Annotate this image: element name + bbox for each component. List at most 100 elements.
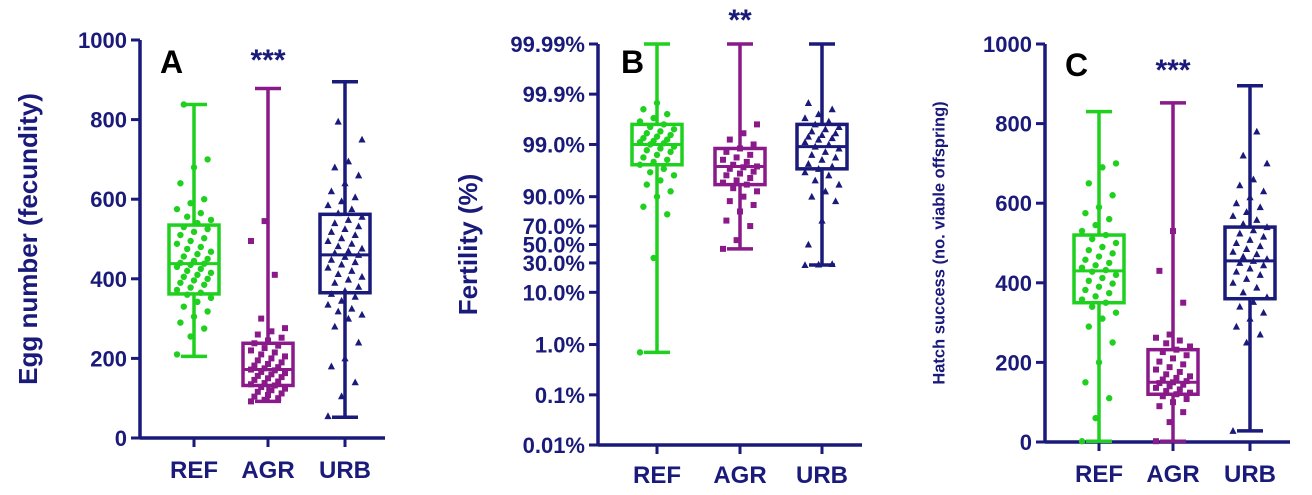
data-point [667, 188, 673, 194]
data-point [355, 222, 362, 229]
data-point [737, 171, 743, 177]
data-point [262, 218, 268, 224]
data-point [204, 156, 210, 162]
data-point [1180, 300, 1186, 306]
data-point [1082, 379, 1088, 385]
data-point [1103, 232, 1109, 238]
data-point [730, 185, 736, 191]
data-point [720, 180, 726, 186]
data-point [1082, 210, 1088, 216]
data-point [805, 160, 812, 167]
data-point [723, 172, 729, 178]
data-point [1246, 236, 1253, 243]
data-point [324, 237, 331, 244]
data-point [1257, 331, 1264, 338]
data-point [805, 99, 812, 106]
data-point [265, 361, 271, 367]
data-point [282, 370, 288, 376]
data-point [1092, 262, 1098, 268]
data-point [818, 217, 825, 224]
box-agr [1148, 103, 1198, 444]
y-tick-label: 1000 [78, 28, 127, 53]
data-point [1177, 338, 1183, 344]
panel-letter: B [621, 44, 644, 80]
x-tick-label: AGR [1146, 461, 1199, 488]
data-point [734, 237, 740, 243]
data-point [352, 193, 359, 200]
data-point [191, 313, 197, 319]
data-point [1153, 438, 1159, 444]
y-tick-label: 0.1% [535, 383, 585, 408]
data-point [1109, 192, 1115, 198]
data-point [747, 175, 753, 181]
data-point [825, 118, 832, 125]
data-point [1246, 265, 1253, 272]
data-point [1160, 393, 1166, 399]
data-point [637, 349, 643, 355]
box-agr [243, 89, 293, 405]
data-point [1106, 216, 1112, 222]
data-point [338, 261, 345, 268]
data-point [198, 290, 204, 296]
data-point [331, 249, 338, 256]
data-point [1156, 403, 1162, 409]
significance-stars: ** [728, 4, 752, 37]
data-point [1187, 343, 1193, 349]
data-point [352, 231, 359, 238]
data-point [191, 229, 197, 235]
data-point [1187, 390, 1193, 396]
data-point [331, 279, 338, 286]
data-point [754, 188, 760, 194]
data-point [1229, 212, 1236, 219]
data-point [1233, 323, 1240, 330]
data-point [1229, 279, 1236, 286]
data-point [832, 154, 839, 161]
data-point [1260, 233, 1267, 240]
data-point [818, 156, 825, 163]
data-point [671, 143, 677, 149]
data-point [664, 111, 670, 117]
data-point [1263, 255, 1270, 262]
data-point [1086, 180, 1092, 186]
data-point [1106, 395, 1112, 401]
data-point [1253, 216, 1260, 223]
data-point [1240, 289, 1247, 296]
data-point [251, 363, 257, 369]
significance-stars: *** [1155, 54, 1190, 87]
data-point [335, 270, 342, 277]
data-point [1257, 271, 1264, 278]
data-point [1160, 349, 1166, 355]
data-point [737, 208, 743, 214]
data-point [1156, 359, 1162, 365]
data-point [184, 214, 190, 220]
data-point [352, 378, 359, 385]
data-point [187, 284, 193, 290]
data-point [345, 216, 352, 223]
data-point [324, 201, 331, 208]
data-point [730, 162, 736, 168]
data-point [1079, 438, 1085, 444]
data-point [1229, 427, 1236, 434]
data-point [1180, 409, 1186, 415]
data-point [275, 343, 281, 349]
box-urb [797, 44, 847, 268]
data-point [1233, 199, 1240, 206]
data-point [1096, 284, 1102, 290]
y-tick-label: 400 [90, 267, 127, 292]
data-point [1079, 264, 1085, 270]
data-point [177, 232, 183, 238]
data-point [328, 256, 335, 263]
data-point [248, 238, 254, 244]
data-point [177, 260, 183, 266]
data-point [832, 129, 839, 136]
data-point [647, 169, 653, 175]
data-point [1253, 128, 1260, 135]
y-tick-label: 200 [995, 350, 1032, 375]
data-point [328, 228, 335, 235]
data-point [825, 141, 832, 148]
data-point [1156, 268, 1162, 274]
data-point [744, 159, 750, 165]
data-point [1184, 352, 1190, 358]
data-point [829, 105, 836, 112]
box-urb [1225, 86, 1275, 434]
